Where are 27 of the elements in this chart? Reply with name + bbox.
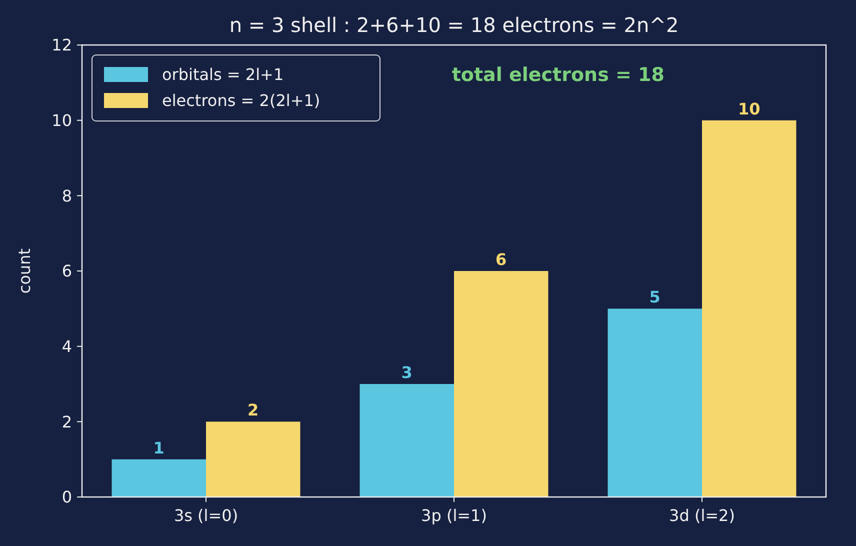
y-tick-label: 2 (62, 412, 72, 432)
y-tick-label: 4 (62, 336, 72, 356)
bar (608, 308, 702, 497)
data-label: 3 (401, 363, 412, 382)
legend-label: orbitals = 2l+1 (162, 65, 284, 84)
y-tick-label: 12 (52, 36, 72, 55)
legend-label: electrons = 2(2l+1) (162, 91, 320, 110)
y-tick-label: 8 (62, 186, 72, 206)
bar (454, 271, 548, 497)
x-tick-label: 3p (l=1) (421, 506, 487, 525)
data-label: 5 (649, 288, 660, 307)
data-label: 1 (153, 438, 164, 458)
y-tick-label: 6 (62, 262, 72, 281)
bar (702, 120, 796, 497)
data-label: 2 (248, 400, 259, 420)
y-tick-label: 0 (62, 488, 72, 507)
bar (206, 422, 300, 497)
data-label: 10 (738, 99, 760, 118)
x-tick-label: 3s (l=0) (174, 506, 238, 525)
data-label: 6 (496, 250, 507, 269)
bar (360, 384, 454, 497)
chart-title: n = 3 shell : 2+6+10 = 18 electrons = 2n^2 (229, 13, 679, 37)
y-axis-title: count (15, 248, 34, 294)
x-tick-label: 3d (l=2) (669, 506, 735, 525)
y-tick-label: 10 (52, 110, 72, 130)
bar (112, 459, 206, 497)
annotation: total electrons = 18 (452, 64, 664, 86)
